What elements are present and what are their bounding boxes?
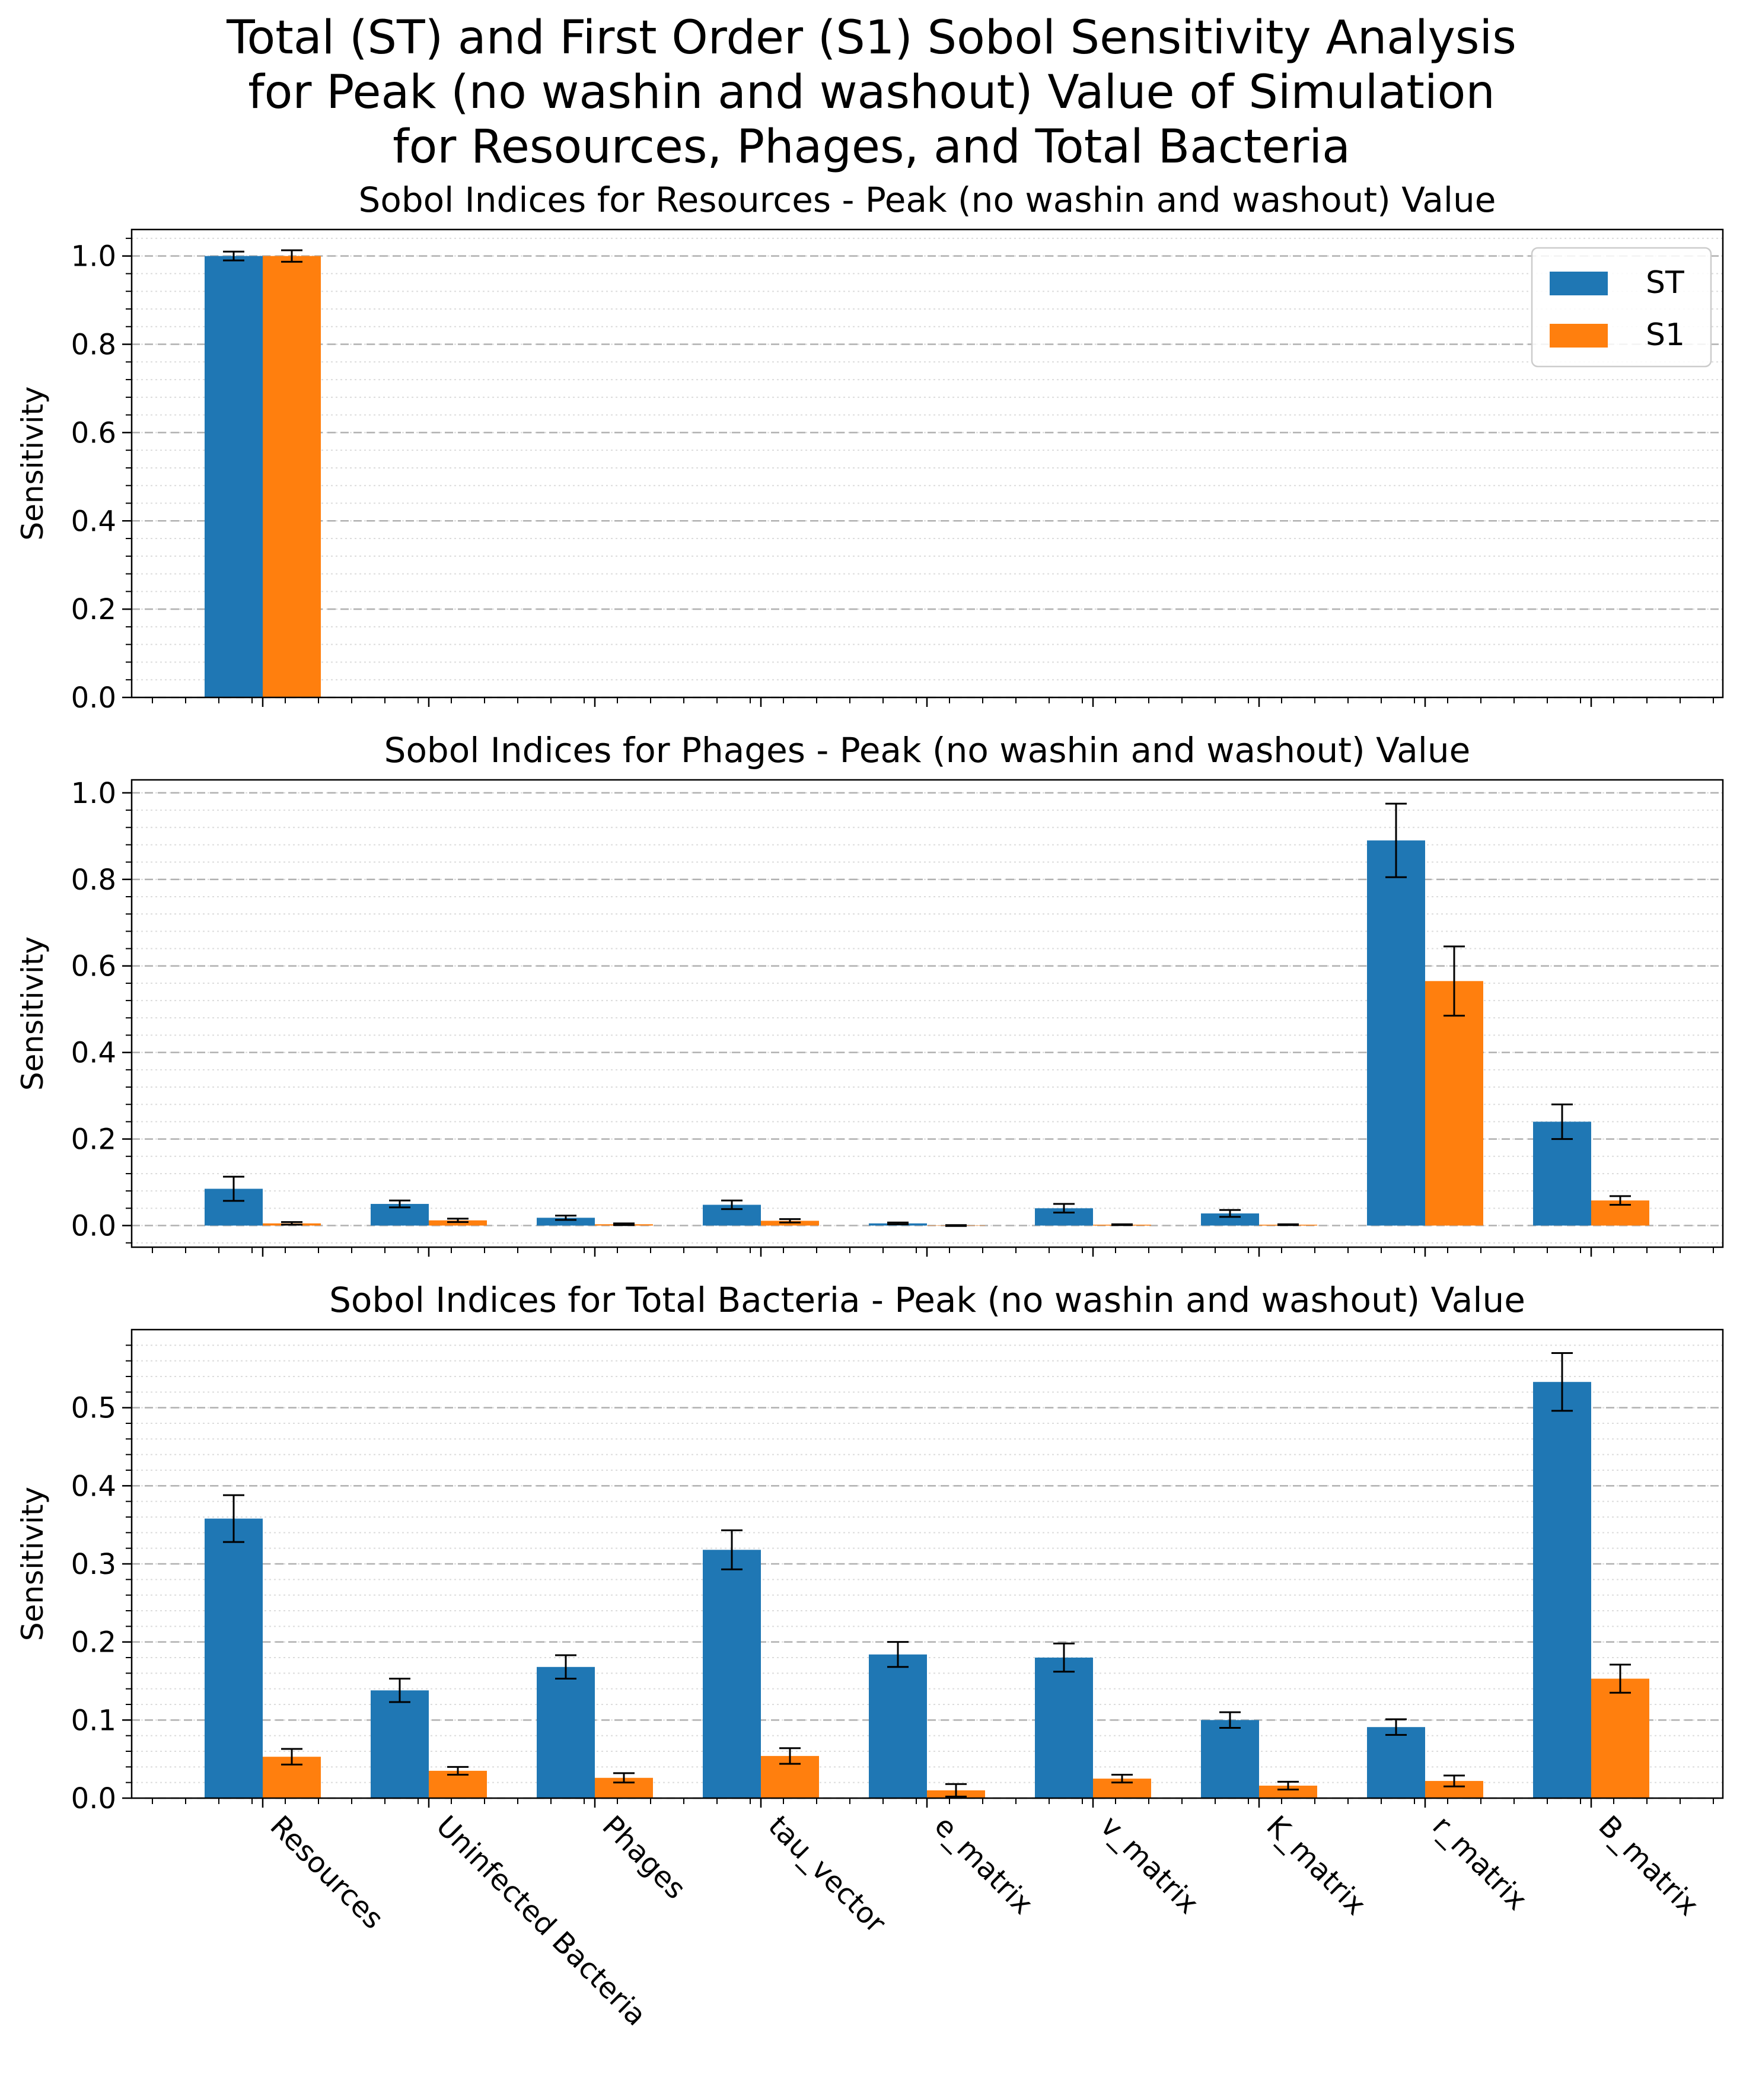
y-tick-label: 0.5: [71, 1392, 116, 1425]
bar-st: [1367, 1727, 1425, 1798]
x-tick-label: e_matrix: [928, 1809, 1040, 1921]
y-tick-label: 0.1: [71, 1704, 116, 1737]
bar-st: [1035, 1658, 1093, 1798]
legend-label-s1: S1: [1646, 317, 1685, 353]
x-tick-label: Phages: [596, 1809, 692, 1905]
y-tick-label: 0.6: [71, 416, 116, 450]
y-tick-label: 0.2: [71, 1626, 116, 1659]
legend: ST S1: [1531, 247, 1712, 368]
axes-frame: [130, 779, 1724, 1248]
y-tick-label: 0.0: [71, 1210, 116, 1243]
y-tick-label: 1.0: [71, 777, 116, 810]
x-tick-label: v_matrix: [1094, 1809, 1205, 1920]
panel-2: 0.0 0.2 0.4 0.6 0.8 1.0 Sobol Indices for Phag…: [15, 730, 1724, 1257]
x-tick-label: K_matrix: [1260, 1809, 1372, 1921]
x-tick-label: r_matrix: [1426, 1809, 1534, 1917]
y-tick-label: 0.6: [71, 950, 116, 983]
panel-title: Sobol Indices for Phages - Peak (no wash…: [384, 730, 1471, 770]
panel-title: Sobol Indices for Total Bacteria - Peak …: [329, 1280, 1525, 1320]
bar-st: [703, 1550, 761, 1798]
axes-frame: [130, 1328, 1724, 1799]
bar-st: [205, 256, 263, 697]
panel-title: Sobol Indices for Resources - Peak (no w…: [359, 180, 1496, 220]
y-tick-label: 0.3: [71, 1548, 116, 1581]
y-axis-label: Sensitivity: [15, 1487, 50, 1641]
bar-st: [537, 1666, 595, 1798]
y-tick-label: 0.4: [71, 1037, 116, 1070]
x-tick-label: Resources: [264, 1809, 390, 1936]
y-tick-label: 0.2: [71, 1123, 116, 1156]
y-tick-label: 0.0: [71, 1782, 116, 1815]
bar-st: [205, 1518, 263, 1798]
figure-title-line-3: for Resources, Phages, and Total Bacteri…: [393, 120, 1350, 174]
bar-st: [1201, 1720, 1259, 1798]
figure-title-line-2: for Peak (no washin and washout) Value o…: [248, 66, 1495, 119]
x-tick-label: tau_vector: [762, 1809, 893, 1940]
bar-st: [1367, 840, 1425, 1226]
legend-label-st: ST: [1646, 265, 1684, 301]
figure-title: Total (ST) and First Order (S1) Sobol Se…: [0, 11, 1743, 174]
legend-swatch-st: [1550, 272, 1608, 295]
y-tick-label: 1.0: [71, 240, 116, 273]
y-axis-label: Sensitivity: [15, 936, 50, 1091]
y-tick-label: 0.8: [71, 863, 116, 897]
bar-s1: [1259, 1785, 1317, 1798]
bar-st: [869, 1654, 927, 1798]
axes-frame: [130, 228, 1724, 699]
y-tick-label: 0.0: [71, 681, 116, 715]
bar-s1: [1425, 981, 1483, 1226]
bar-st: [1201, 1213, 1259, 1226]
legend-swatch-s1: [1550, 324, 1608, 348]
y-tick-label: 0.4: [71, 505, 116, 538]
panel-1: 0.0 0.2 0.4 0.6 0.8 1.0 Sobol Indices for Reso…: [15, 180, 1724, 715]
y-tick-label: 0.2: [71, 593, 116, 626]
y-tick-label: 0.4: [71, 1470, 116, 1503]
bar-s1: [1591, 1678, 1649, 1798]
figure-title-line-1: Total (ST) and First Order (S1) Sobol Se…: [227, 11, 1516, 65]
bar-st: [1533, 1382, 1591, 1798]
bar-st: [371, 1690, 429, 1798]
x-tick-label: B_matrix: [1592, 1809, 1705, 1922]
bar-s1: [263, 256, 321, 697]
bar-st: [537, 1218, 595, 1226]
y-tick-label: 0.8: [71, 329, 116, 362]
y-axis-label: Sensitivity: [15, 386, 50, 540]
